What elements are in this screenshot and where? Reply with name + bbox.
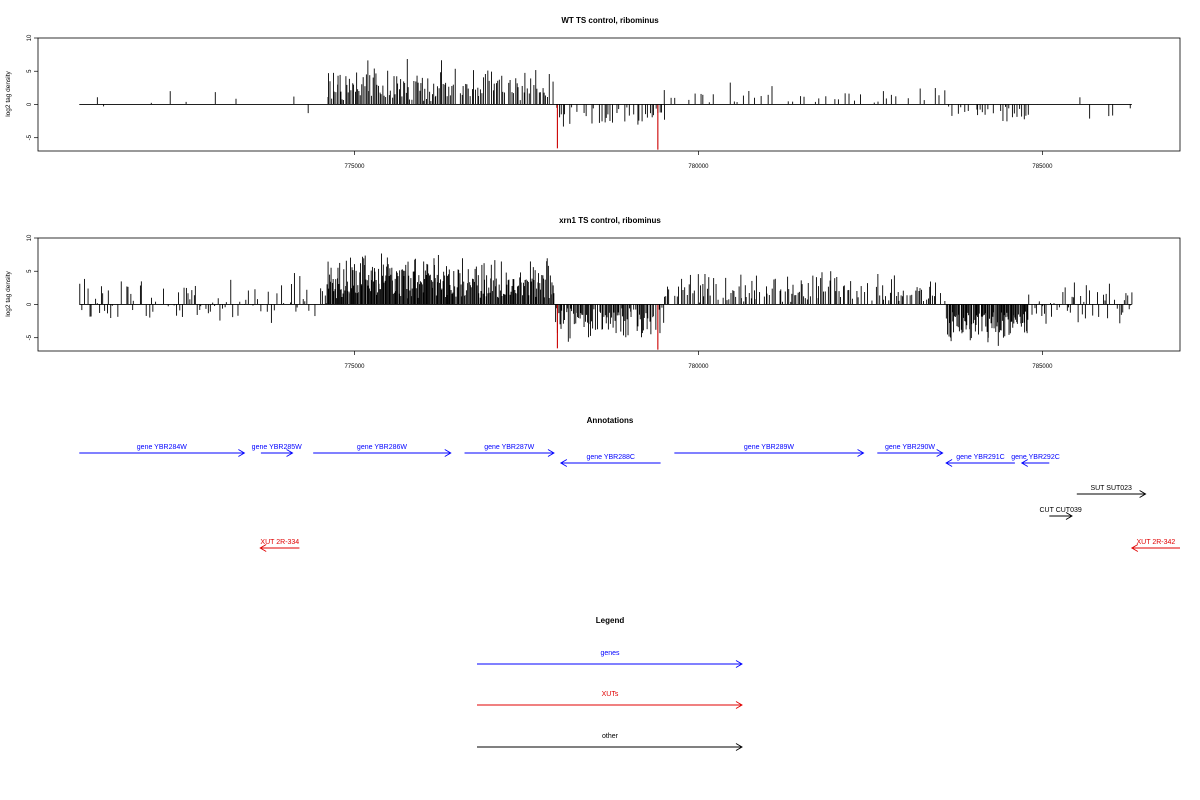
xrn1-y-axis: -5 0 5 10: [27, 234, 38, 340]
feature-arrow: [1130, 544, 1180, 552]
feature-label: SUT SUT023: [1090, 485, 1132, 492]
feature-arrow: [313, 449, 452, 457]
legend-arrow: [477, 660, 743, 668]
legend-label: other: [602, 733, 619, 740]
feature-label: CUT CUT039: [1039, 507, 1081, 514]
feature-arrow: [260, 449, 294, 457]
legend-label: XUTs: [602, 691, 619, 698]
y-tick-label: 5: [27, 69, 33, 73]
xrn1-coverage-panel: xrn1 TS control, ribominus log2 tag dens…: [5, 216, 1181, 370]
x-tick-label: 785000: [1032, 364, 1053, 370]
feature-arrow: [1076, 490, 1147, 498]
y-tick-label: 10: [27, 34, 33, 41]
legend-title: Legend: [596, 616, 625, 625]
y-tick-label: 5: [27, 269, 33, 273]
feature-arrow: [1049, 512, 1073, 520]
y-tick-label: -5: [27, 334, 33, 340]
annotation-features: gene YBR284W gene YBR285W gene YBR286W gene…: [79, 444, 1180, 552]
wt-coverage-panel: WT TS control, ribominus log2 tag densit…: [5, 16, 1181, 170]
feature-label: gene YBR288C: [586, 454, 635, 461]
xrn1-plot-frame: [37, 237, 1181, 352]
wt-panel-title: WT TS control, ribominus: [561, 16, 659, 25]
y-tick-label: -5: [27, 134, 33, 140]
wt-coverage-bars: [79, 59, 1132, 150]
feature-label: gene YBR287W: [484, 444, 534, 451]
annotations-title: Annotations: [587, 416, 634, 425]
xrn1-coverage-bars: [79, 253, 1133, 350]
x-tick-label: 775000: [344, 164, 365, 170]
feature-arrow: [464, 449, 555, 457]
x-tick-label: 785000: [1032, 164, 1053, 170]
feature-label: gene YBR291C: [956, 454, 1005, 461]
feature-label: gene YBR284W: [137, 444, 187, 451]
x-tick-label: 780000: [688, 164, 709, 170]
x-tick-label: 780000: [688, 364, 709, 370]
feature-arrow: [79, 449, 246, 457]
feature-arrow: [877, 449, 944, 457]
feature-arrow: [259, 544, 300, 552]
legend-arrow: [477, 701, 743, 709]
feature-label: gene YBR292C: [1011, 454, 1060, 461]
feature-arrow: [674, 449, 865, 457]
legend-panel: Legend genes XUTs other: [477, 616, 743, 751]
feature-label: gene YBR289W: [744, 444, 794, 451]
feature-label: gene YBR285W: [252, 444, 302, 451]
feature-label: gene YBR286W: [357, 444, 407, 451]
feature-arrow: [1020, 459, 1050, 467]
wt-y-axis: -5 0 5 10: [27, 34, 38, 140]
legend-items: genes XUTs other: [477, 650, 743, 751]
feature-label: XUT 2R-342: [1137, 539, 1176, 546]
wt-y-axis-label: log2 tag density: [5, 70, 12, 116]
legend-label: genes: [600, 650, 620, 657]
feature-arrow: [945, 459, 1015, 467]
xrn1-panel-title: xrn1 TS control, ribominus: [559, 216, 661, 225]
wt-x-axis: 775000 780000 785000: [344, 151, 1053, 170]
xrn1-x-axis: 775000 780000 785000: [344, 351, 1053, 370]
feature-arrow: [559, 459, 661, 467]
y-tick-label: 0: [27, 302, 33, 306]
x-tick-label: 775000: [344, 364, 365, 370]
y-tick-label: 0: [27, 102, 33, 106]
legend-arrow: [477, 743, 743, 751]
xrn1-y-axis-label: log2 tag density: [5, 270, 12, 316]
annotations-panel: Annotations gene YBR284W gene YBR285W gene…: [79, 416, 1180, 552]
wt-plot-frame: [37, 37, 1181, 152]
feature-label: gene YBR290W: [885, 444, 935, 451]
y-tick-label: 10: [27, 234, 33, 241]
feature-label: XUT 2R-334: [260, 539, 299, 546]
